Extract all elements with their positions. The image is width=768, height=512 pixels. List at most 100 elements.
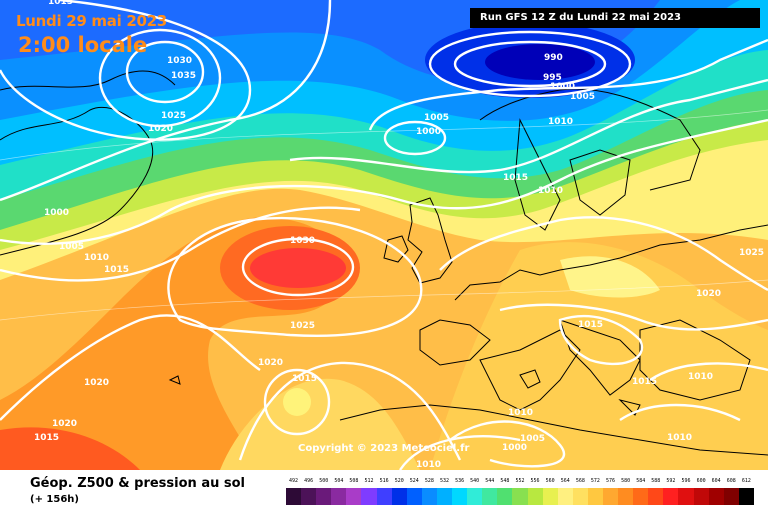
scale-swatch [391, 488, 407, 505]
field-564-e [560, 256, 660, 298]
scale-swatch [452, 488, 468, 505]
scale-swatch [316, 488, 332, 505]
forecast-local-time: 2:00 locale [18, 33, 148, 57]
isobar-label: 1030 [290, 236, 316, 246]
legend-title: Géop. Z500 & pression au sol [30, 476, 245, 491]
scale-value: 492 [289, 478, 299, 484]
scale-value: 520 [394, 478, 404, 484]
scale-value: 564 [560, 478, 570, 484]
isobar-label: 1005 [520, 434, 546, 444]
isobar-label: 1005 [424, 113, 450, 123]
isobar-label: 1020 [148, 124, 174, 134]
isobar-label: 1000 [44, 208, 70, 218]
scale-value: 604 [711, 478, 721, 484]
isobar-label: 1015 [34, 433, 60, 443]
low-centre-core [485, 44, 595, 80]
scale-value: 572 [590, 478, 600, 484]
isobar-label: 990 [544, 53, 563, 63]
isobar-label: 1005 [570, 92, 596, 102]
scale-value: 512 [364, 478, 374, 484]
scale-swatch [467, 488, 483, 505]
scale-value: 592 [666, 478, 676, 484]
scale-value: 600 [696, 478, 706, 484]
isobar-label: 1015 [48, 0, 74, 7]
cut-off-low [283, 388, 311, 416]
isobar-label: 1030 [167, 56, 193, 66]
isobar-label: 1020 [696, 289, 722, 299]
isobar-label: 1010 [538, 186, 564, 196]
scale-swatch [587, 488, 603, 505]
scale-value: 496 [304, 478, 314, 484]
colour-scale-bar [286, 488, 754, 505]
scale-swatch [286, 488, 302, 505]
scale-value: 584 [636, 478, 646, 484]
field-572-e [430, 242, 768, 470]
scale-swatch [678, 488, 694, 505]
isobar-label: 1015 [578, 320, 604, 330]
scale-swatch [572, 488, 588, 505]
isobar-label: 1025 [161, 111, 187, 121]
scale-swatch [557, 488, 573, 505]
scale-value: 508 [349, 478, 359, 484]
scale-value: 528 [424, 478, 434, 484]
scale-swatch [301, 488, 317, 505]
copyright-notice: Copyright © 2023 Meteociel.fr [298, 443, 470, 454]
scale-swatch [648, 488, 664, 505]
isobar-label: 1010 [688, 372, 714, 382]
colour-scale: 492 496 500 504 508 512 516 520 524 528 532 536 540 5… [286, 478, 754, 505]
isobar-label: 1020 [52, 419, 78, 429]
scale-value: 556 [530, 478, 540, 484]
scale-value: 504 [334, 478, 344, 484]
isobar-label: 1015 [292, 374, 318, 384]
isobar-label: 1010 [84, 253, 110, 263]
scale-value: 596 [681, 478, 691, 484]
legend-panel: Géop. Z500 & pression au sol (+ 156h) 49… [0, 470, 768, 512]
scale-swatch [482, 488, 498, 505]
scale-value: 608 [726, 478, 736, 484]
isobars [0, 0, 768, 470]
isobar-label: 1005 [59, 242, 85, 252]
isobar-label: 1020 [258, 358, 284, 368]
scale-value: 540 [470, 478, 480, 484]
scale-value: 576 [606, 478, 616, 484]
scale-swatch [436, 488, 453, 505]
scale-value: 548 [500, 478, 510, 484]
weather-map: Lundi 29 mai 2023 2:00 locale Run GFS 12… [0, 0, 768, 470]
isobar-label: 1000 [502, 443, 528, 453]
scale-value: 588 [651, 478, 661, 484]
scale-swatch [376, 488, 392, 505]
field-584-sw [0, 427, 140, 470]
scale-value: 568 [575, 478, 585, 484]
scale-swatch [708, 488, 724, 505]
isobar-label: 995 [543, 73, 562, 83]
scale-value: 500 [319, 478, 329, 484]
scale-value: 612 [741, 478, 751, 484]
isobar-label: 1010 [508, 408, 534, 418]
scale-swatch [723, 488, 739, 505]
scale-swatch [421, 488, 437, 505]
isobar-label: 1025 [739, 248, 765, 258]
ridge-core [250, 248, 346, 288]
scale-swatch [512, 488, 528, 505]
scale-swatch [346, 488, 362, 505]
scale-swatch [527, 488, 543, 505]
scale-swatch [331, 488, 347, 505]
scale-value: 544 [485, 478, 495, 484]
forecast-date: Lundi 29 mai 2023 [16, 12, 167, 30]
isobar-label: 1010 [416, 460, 442, 470]
isobar-label: 1015 [104, 265, 130, 275]
scale-value: 536 [455, 478, 465, 484]
isobar-label: 1015 [503, 173, 529, 183]
scale-swatch [618, 488, 634, 505]
graticule [0, 109, 768, 321]
isobar-label: 1000 [550, 82, 576, 92]
isobar-label: 1000 [416, 127, 442, 137]
coastlines [0, 70, 768, 456]
model-run-banner: Run GFS 12 Z du Lundi 22 mai 2023 [470, 8, 760, 28]
scale-swatch [663, 488, 679, 505]
scale-swatch [542, 488, 558, 505]
scale-swatch [361, 488, 377, 505]
isobar-label: 1015 [632, 377, 658, 387]
z500-field [0, 0, 768, 470]
colour-scale-labels: 492 496 500 504 508 512 516 520 524 528 532 536 540 5… [286, 478, 754, 488]
